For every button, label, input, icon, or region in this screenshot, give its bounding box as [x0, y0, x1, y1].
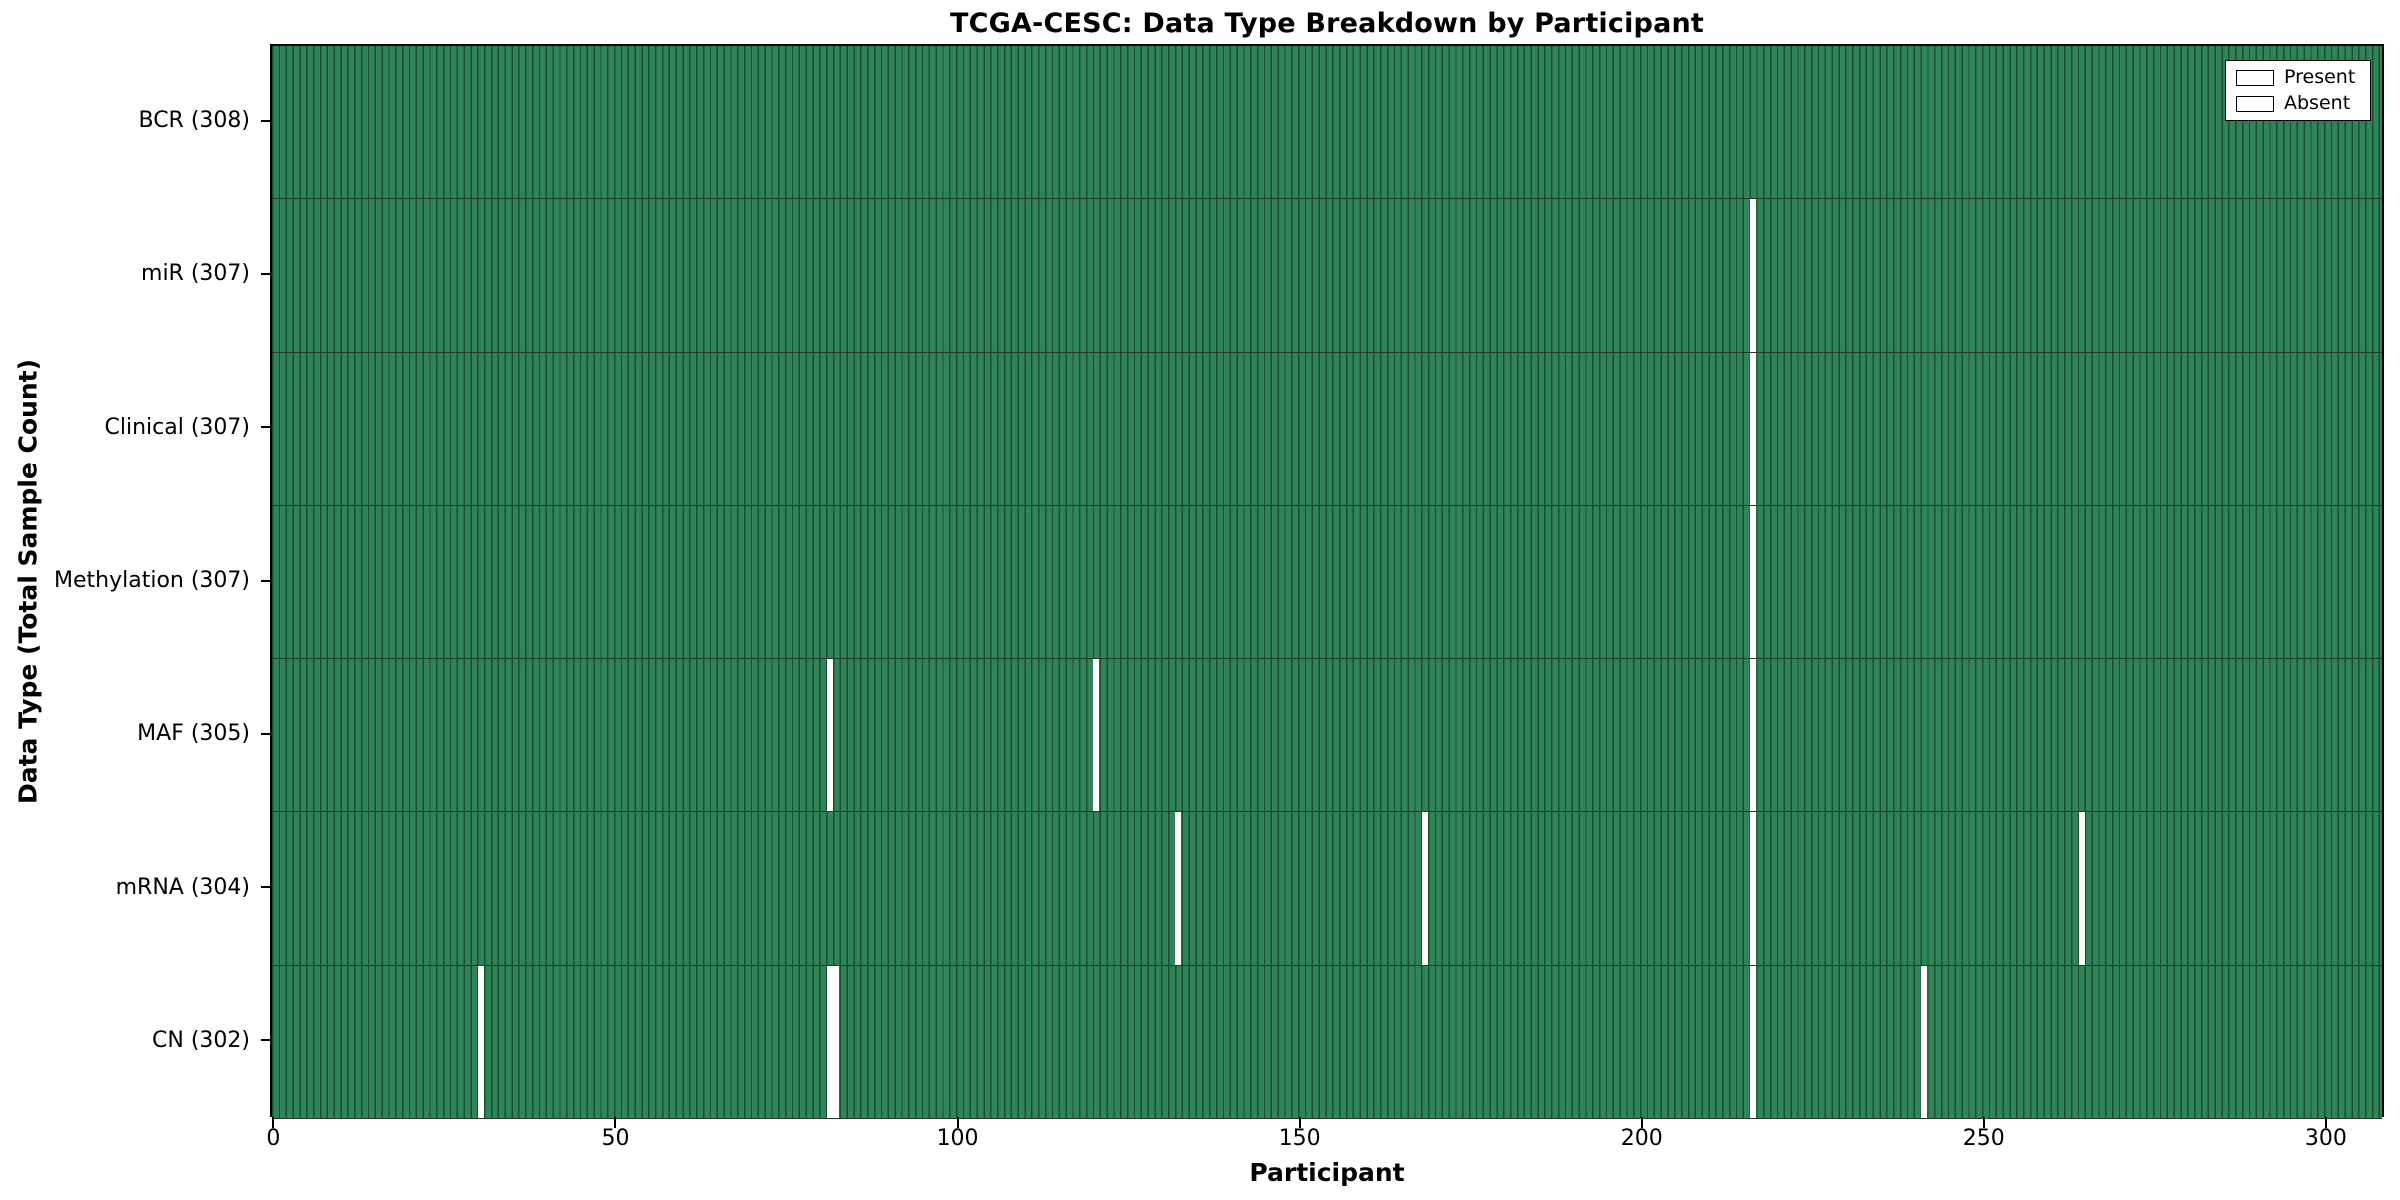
y-tick-label-mir: miR (307) — [141, 261, 250, 287]
x-tick-mark — [2324, 1117, 2327, 1128]
y-tick-label-clinical: Clinical (307) — [104, 414, 250, 440]
absent-gap — [833, 965, 840, 1118]
absent-gap — [477, 965, 484, 1118]
x-tick-mark — [614, 1117, 617, 1128]
chart-row-maf — [272, 659, 2382, 813]
x-tick-label: 50 — [601, 1126, 630, 1151]
y-tick-mark — [261, 579, 270, 582]
chart-row-bcr — [272, 46, 2382, 200]
absent-gap — [1175, 812, 1182, 965]
x-tick-mark — [956, 1117, 959, 1128]
x-tick-label: 100 — [936, 1126, 979, 1151]
legend-label-present: Present — [2284, 66, 2356, 88]
x-axis-label: Participant — [1249, 1158, 1405, 1187]
plot-area: Present Absent — [270, 44, 2384, 1119]
x-tick-label: 0 — [266, 1126, 281, 1151]
present-swatch — [2236, 69, 2274, 86]
absent-gap — [1421, 812, 1428, 965]
x-tick-label: 300 — [2304, 1126, 2347, 1151]
y-tick-label-maf: MAF (305) — [137, 721, 250, 747]
y-tick-label-mrna: mRNA (304) — [115, 874, 250, 900]
absent-gap — [1750, 505, 1757, 659]
chart-row-clinical — [272, 352, 2382, 506]
x-tick-mark — [1640, 1117, 1643, 1128]
legend-entry-present: Present — [2236, 68, 2360, 87]
y-tick-mark — [261, 426, 270, 429]
y-tick-mark — [261, 886, 270, 889]
chart-row-methylation — [272, 505, 2382, 660]
absent-gap — [1750, 199, 1757, 352]
legend-label-absent: Absent — [2284, 92, 2351, 114]
x-tick-mark — [1982, 1117, 1985, 1128]
y-tick-mark — [261, 1039, 270, 1042]
absent-gap — [2078, 812, 2085, 965]
y-tick-label-bcr: BCR (308) — [138, 108, 250, 134]
y-tick-labels: BCR (308) miR (307) Clinical (307) Methylat… — [0, 44, 260, 1117]
absent-gap — [1750, 352, 1757, 505]
absent-gap — [1750, 659, 1757, 812]
chart-row-mir — [272, 199, 2382, 353]
absent-gap — [1750, 812, 1757, 965]
x-tick-label: 150 — [1278, 1126, 1321, 1151]
x-tick-label: 200 — [1620, 1126, 1663, 1151]
absent-gap — [1093, 659, 1100, 812]
absent-gap — [1750, 965, 1757, 1118]
absent-gap — [826, 659, 833, 812]
y-tick-label-cn: CN (302) — [152, 1027, 250, 1053]
x-tick-mark — [272, 1117, 275, 1128]
x-tick-label: 250 — [1962, 1126, 2005, 1151]
legend: Present Absent — [2225, 60, 2371, 121]
y-tick-mark — [261, 272, 270, 275]
chart-title: TCGA-CESC: Data Type Breakdown by Partic… — [949, 8, 1705, 39]
y-tick-mark — [261, 119, 270, 122]
x-tick-mark — [1298, 1117, 1301, 1128]
chart-row-cn — [272, 965, 2382, 1119]
legend-entry-absent: Absent — [2236, 94, 2360, 113]
absent-gap — [1921, 965, 1928, 1118]
absent-gap — [826, 965, 833, 1118]
y-tick-label-methylation: Methylation (307) — [54, 567, 250, 593]
absent-swatch — [2236, 95, 2274, 112]
chart-row-mrna — [272, 812, 2382, 966]
y-tick-mark — [261, 732, 270, 735]
